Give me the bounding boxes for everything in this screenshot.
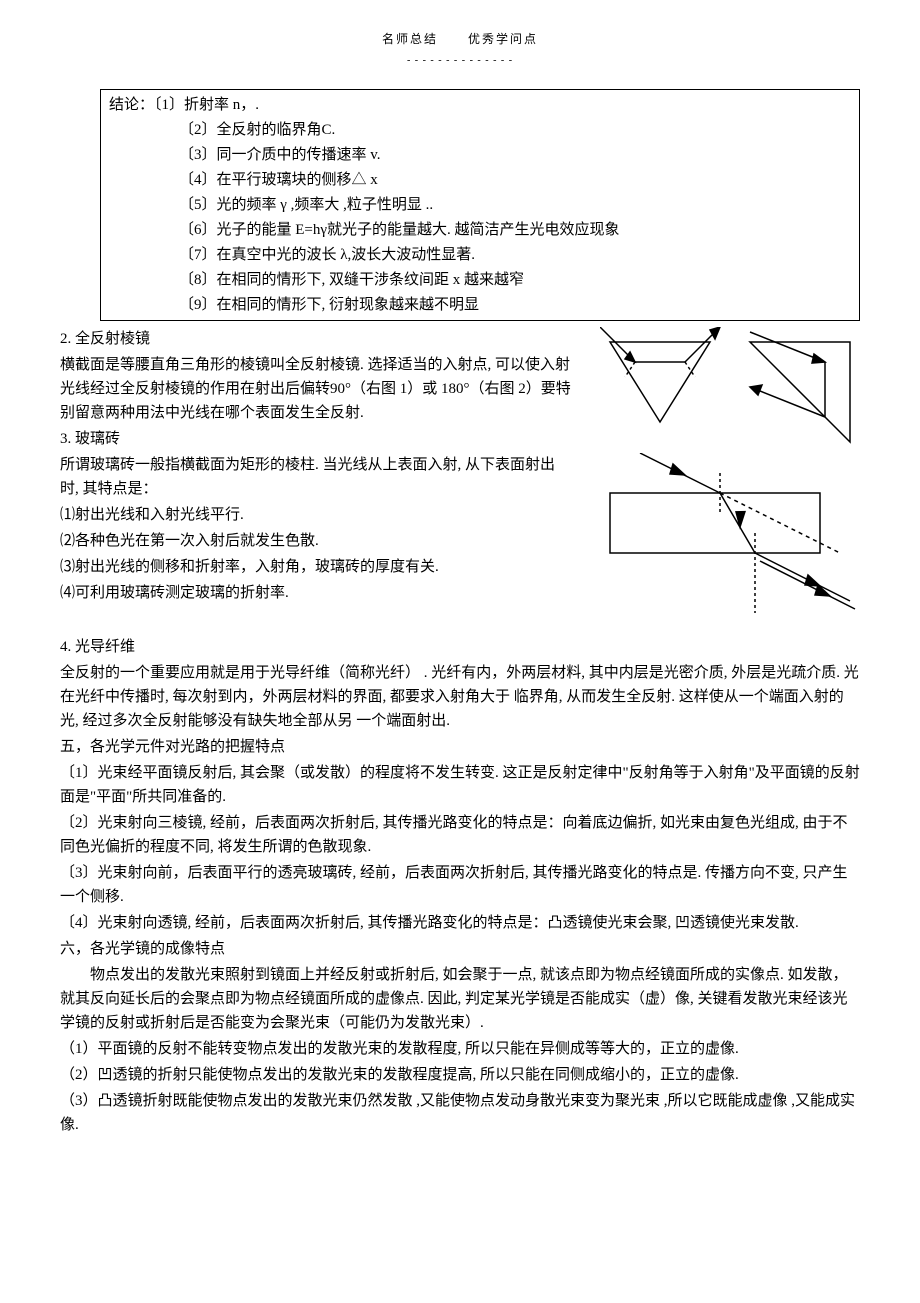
box-line-6: 〔7〕在真空中光的波长 λ,波长大波动性显著.	[109, 243, 851, 267]
prism-svg-icon	[600, 327, 860, 447]
section-2-body: 横截面是等腰直角三角形的棱镜叫全反射棱镜. 选择适当的入射点, 可以使入射光线经…	[60, 353, 580, 425]
glass-slab-diagram	[580, 453, 860, 633]
section-5-item-2: 〔2〕光束射向三棱镜, 经前，后表面两次折射后, 其传播光路变化的特点是：向着底…	[60, 811, 860, 859]
section-6-item-2: （2）凹透镜的折射只能使物点发出的发散光束的发散程度提高, 所以只能在同侧成缩小…	[60, 1063, 860, 1087]
section-3-intro: 所谓玻璃砖一般指横截面为矩形的棱柱. 当光线从上表面入射, 从下表面射出时, 其…	[60, 453, 580, 501]
section-4-body: 全反射的一个重要应用就是用于光导纤维（简称光纤） . 光纤有内，外两层材料, 其…	[60, 661, 860, 733]
page-header: 名师总结 优秀学问点	[60, 30, 860, 49]
box-line-0: 结论：〔1〕折射率 n，.	[109, 93, 851, 117]
box-line-2: 〔3〕同一介质中的传播速率 v.	[109, 143, 851, 167]
section-5-title: 五，各光学元件对光路的把握特点	[60, 735, 860, 759]
conclusion-box: 结论：〔1〕折射率 n，. 〔2〕全反射的临界角C. 〔3〕同一介质中的传播速率…	[100, 89, 860, 321]
section-5-item-1: 〔1〕光束经平面镜反射后, 其会聚（或发散）的程度将不发生转变. 这正是反射定律…	[60, 761, 860, 809]
box-line-5: 〔6〕光子的能量 E=hγ就光子的能量越大. 越简洁产生光电效应现象	[109, 218, 851, 242]
section-5-item-4: 〔4〕光束射向透镜, 经前，后表面两次折射后, 其传播光路变化的特点是：凸透镜使…	[60, 911, 860, 935]
header-left: 名师总结	[382, 32, 438, 46]
box-line-4: 〔5〕光的频率 γ ,频率大 ,粒子性明显 ..	[109, 193, 851, 217]
section-4-title: 4. 光导纤维	[60, 635, 860, 659]
box-line-8: 〔9〕在相同的情形下, 衍射现象越来越不明显	[109, 293, 851, 317]
section-5-item-3: 〔3〕光束射向前，后表面平行的透亮玻璃砖, 经前，后表面两次折射后, 其传播光路…	[60, 861, 860, 909]
header-right: 优秀学问点	[468, 32, 538, 46]
header-dashes: - - - - - - - - - - - - - -	[60, 53, 860, 69]
glass-slab-svg-icon	[580, 453, 860, 633]
section-6-title: 六，各光学镜的成像特点	[60, 937, 860, 961]
section-6-item-1: （1）平面镜的反射不能转变物点发出的发散光束的发散程度, 所以只能在异侧成等等大…	[60, 1037, 860, 1061]
box-line-1: 〔2〕全反射的临界角C.	[109, 118, 851, 142]
prism-diagrams	[600, 327, 860, 447]
section-6-intro: 物点发出的发散光束照射到镜面上并经反射或折射后, 如会聚于一点, 就该点即为物点…	[60, 963, 860, 1035]
section-6-item-3: （3）凸透镜折射既能使物点发出的发散光束仍然发散 ,又能使物点发动身散光束变为聚…	[60, 1089, 860, 1137]
box-line-7: 〔8〕在相同的情形下, 双缝干涉条纹间距 x 越来越窄	[109, 268, 851, 292]
box-line-3: 〔4〕在平行玻璃块的侧移△ x	[109, 168, 851, 192]
